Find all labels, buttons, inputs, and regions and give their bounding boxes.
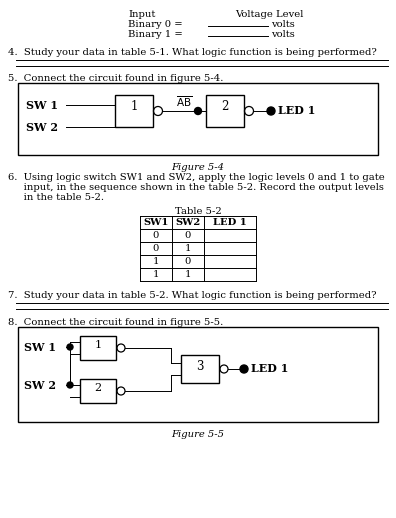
Text: Figure 5-4: Figure 5-4: [171, 163, 225, 172]
Text: 4.  Study your data in table 5-1. What logic function is being performed?: 4. Study your data in table 5-1. What lo…: [8, 48, 377, 57]
Text: Voltage Level: Voltage Level: [235, 10, 303, 19]
Text: 1: 1: [185, 244, 191, 253]
Circle shape: [240, 365, 248, 373]
Text: SW2: SW2: [175, 218, 201, 227]
Text: Table 5-2: Table 5-2: [175, 207, 221, 216]
Text: 6.  Using logic switch SW1 and SW2, apply the logic levels 0 and 1 to gate: 6. Using logic switch SW1 and SW2, apply…: [8, 173, 385, 182]
Bar: [206, 95, 244, 127]
Circle shape: [67, 382, 73, 388]
Text: Figure 5-5: Figure 5-5: [171, 430, 225, 439]
Text: 1: 1: [185, 270, 191, 279]
Text: 7.  Study your data in table 5-2. What logic function is being performed?: 7. Study your data in table 5-2. What lo…: [8, 291, 377, 300]
Text: input, in the sequence shown in the table 5-2. Record the output levels: input, in the sequence shown in the tabl…: [8, 183, 384, 192]
Text: LED 1: LED 1: [213, 218, 247, 227]
Bar: [18, 83, 378, 155]
Bar: [80, 336, 116, 360]
Text: 2: 2: [221, 100, 228, 113]
Text: LED 1: LED 1: [251, 363, 288, 374]
Circle shape: [194, 108, 202, 114]
Text: 5.  Connect the circuit found in figure 5-4.: 5. Connect the circuit found in figure 5…: [8, 74, 223, 83]
Text: 8.  Connect the circuit found in figure 5-5.: 8. Connect the circuit found in figure 5…: [8, 318, 223, 327]
Text: 1: 1: [153, 270, 159, 279]
Text: 1: 1: [153, 257, 159, 266]
Text: Binary 1 =: Binary 1 =: [128, 30, 183, 39]
Bar: [80, 379, 116, 403]
Text: volts: volts: [271, 30, 295, 39]
Text: 1: 1: [130, 100, 138, 113]
Text: 0: 0: [153, 231, 159, 240]
Text: 0: 0: [153, 244, 159, 253]
Bar: [115, 95, 153, 127]
Text: Binary 0 =: Binary 0 =: [128, 20, 183, 29]
Text: volts: volts: [271, 20, 295, 29]
Text: LED 1: LED 1: [278, 105, 315, 116]
Circle shape: [267, 107, 275, 115]
Text: $\overline{\rm AB}$: $\overline{\rm AB}$: [176, 94, 192, 109]
Text: 0: 0: [185, 231, 191, 240]
Text: 1: 1: [94, 340, 101, 350]
Text: SW 2: SW 2: [24, 380, 56, 391]
Text: in the table 5-2.: in the table 5-2.: [8, 193, 104, 202]
Text: 0: 0: [185, 257, 191, 266]
Bar: [181, 355, 219, 383]
Text: Input: Input: [128, 10, 155, 19]
Text: SW 1: SW 1: [26, 100, 58, 111]
Text: 2: 2: [94, 383, 101, 393]
Text: 3: 3: [196, 360, 204, 373]
Text: SW 1: SW 1: [24, 342, 56, 353]
Text: SW 2: SW 2: [26, 122, 58, 133]
Bar: [18, 327, 378, 422]
Circle shape: [67, 344, 73, 350]
Text: SW1: SW1: [143, 218, 169, 227]
